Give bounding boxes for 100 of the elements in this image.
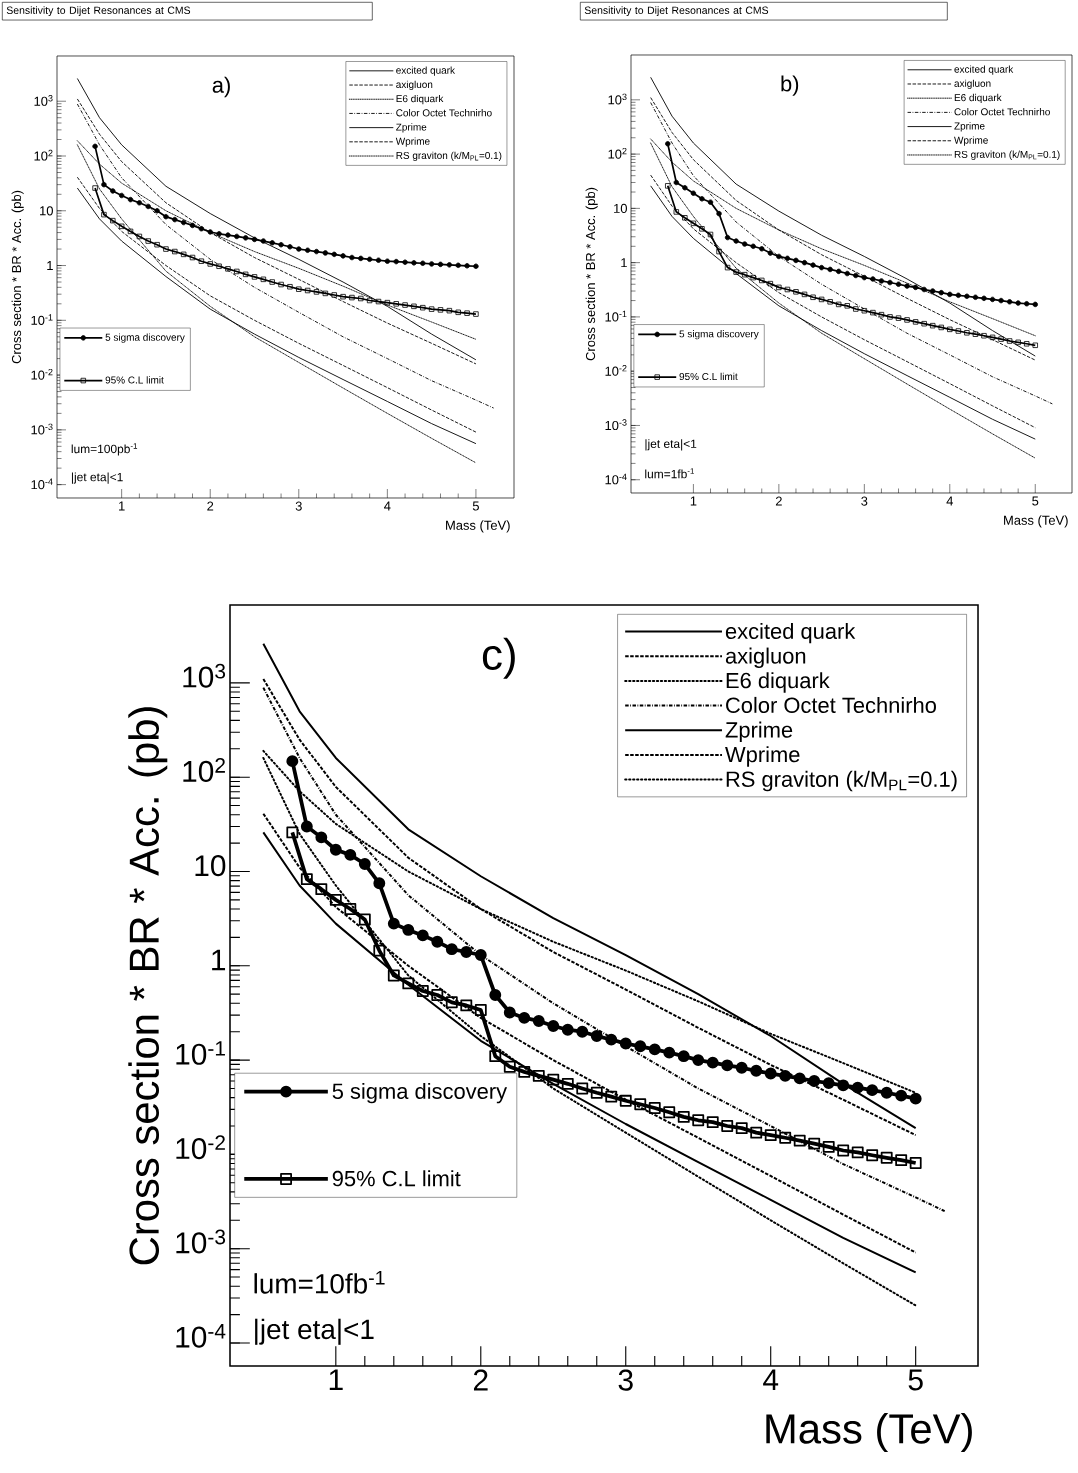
point <box>844 303 850 309</box>
point <box>784 286 791 293</box>
y-tick-label: 10$^{-1}$ <box>176 1041 225 1065</box>
point <box>278 242 284 248</box>
point <box>437 261 444 268</box>
point <box>375 257 382 263</box>
point <box>446 262 453 268</box>
x-tick-label: 2 <box>775 496 782 506</box>
y-tick-label: 10$^{3}$ <box>34 95 53 106</box>
point <box>207 229 213 235</box>
point <box>331 292 337 298</box>
point <box>1006 338 1013 344</box>
legend-label: excited quark <box>954 65 1014 75</box>
y-tick-label: 10$^{-2}$ <box>176 1135 225 1160</box>
point <box>189 222 196 229</box>
x-tick-label: 3 <box>861 496 868 506</box>
x-tick-label: 1 <box>690 496 697 506</box>
annotation: lum=100pb$^{-1}$ <box>71 443 138 456</box>
point <box>835 268 842 275</box>
x-tick-label: 1 <box>119 501 125 511</box>
point <box>938 289 944 296</box>
chart-title: Sensitivity to Dijet Resonances at CMS <box>584 6 769 17</box>
point <box>127 196 134 203</box>
point <box>853 272 859 279</box>
point <box>776 253 782 260</box>
point <box>716 210 722 217</box>
point <box>322 250 329 256</box>
point <box>767 250 774 256</box>
legend-label: 5 sigma discovery <box>105 333 185 343</box>
point <box>473 263 479 269</box>
x-tick-label: 5 <box>472 501 479 511</box>
point <box>92 143 98 150</box>
point <box>313 248 320 255</box>
y-axis-title: Cross section * BR * Acc. (pb) <box>11 190 24 364</box>
y-tick-label: 1 <box>621 258 627 268</box>
point <box>972 294 979 300</box>
annotation: c) <box>482 637 515 679</box>
point <box>101 211 107 218</box>
point <box>349 294 355 301</box>
point <box>234 268 240 275</box>
legend-label: Color Octet Technirho <box>954 108 1050 116</box>
point <box>904 283 910 289</box>
legend-label: Zprime <box>954 122 985 132</box>
point <box>198 226 205 232</box>
point <box>690 220 697 227</box>
point <box>428 306 435 312</box>
point <box>287 284 293 290</box>
point <box>947 291 953 298</box>
point <box>464 310 470 316</box>
point <box>198 258 205 264</box>
point <box>750 243 756 249</box>
point <box>92 185 98 191</box>
y-tick-label: 10 <box>614 203 627 213</box>
legend-label: axigluon <box>725 647 806 669</box>
point <box>682 215 688 221</box>
y-tick-label: 10$^{-4}$ <box>31 478 53 490</box>
point <box>411 303 417 310</box>
point <box>260 238 267 244</box>
legend-label: axigluon <box>396 80 433 90</box>
legend-label: E6 diquark <box>396 94 444 105</box>
point <box>180 251 187 258</box>
y-tick-label: 10$^{-3}$ <box>176 1229 226 1254</box>
point <box>455 309 461 316</box>
point <box>853 306 859 312</box>
point <box>904 317 910 323</box>
point <box>180 219 187 226</box>
point <box>313 289 320 295</box>
point <box>331 251 337 258</box>
point <box>375 298 382 305</box>
point <box>673 209 680 215</box>
point <box>172 248 178 255</box>
x-axis-title: Mass (TeV) <box>446 520 510 533</box>
point <box>776 284 782 291</box>
point <box>801 291 808 298</box>
point <box>296 286 302 292</box>
point <box>464 263 470 269</box>
x-tick-label: 5 <box>908 1369 923 1391</box>
y-axis-title: Cross section * BR * Acc. (pb) <box>128 707 168 1265</box>
point <box>358 295 364 302</box>
point <box>296 246 302 252</box>
point <box>810 294 816 300</box>
y-axis-title: Cross section * BR * Acc. (pb) <box>585 187 598 361</box>
point <box>998 336 1004 342</box>
point <box>1032 301 1038 308</box>
legend-label: 95% C.L limit <box>332 1170 461 1187</box>
point <box>384 258 391 264</box>
point <box>972 331 979 337</box>
point <box>1024 301 1030 307</box>
point <box>938 324 944 331</box>
legend-label: RS graviton (k/M$_{PL}$=0.1) <box>954 150 1060 160</box>
y-tick-label: 10$^{2}$ <box>183 758 225 782</box>
point <box>981 333 987 339</box>
point <box>861 308 868 314</box>
point <box>455 262 461 268</box>
y-tick-label: 10$^{-1}$ <box>605 310 627 322</box>
annotation: |jet eta|<1 <box>71 472 123 484</box>
point <box>818 264 825 271</box>
legend-label: excited quark <box>396 66 456 76</box>
point <box>402 302 408 308</box>
point <box>189 254 196 261</box>
